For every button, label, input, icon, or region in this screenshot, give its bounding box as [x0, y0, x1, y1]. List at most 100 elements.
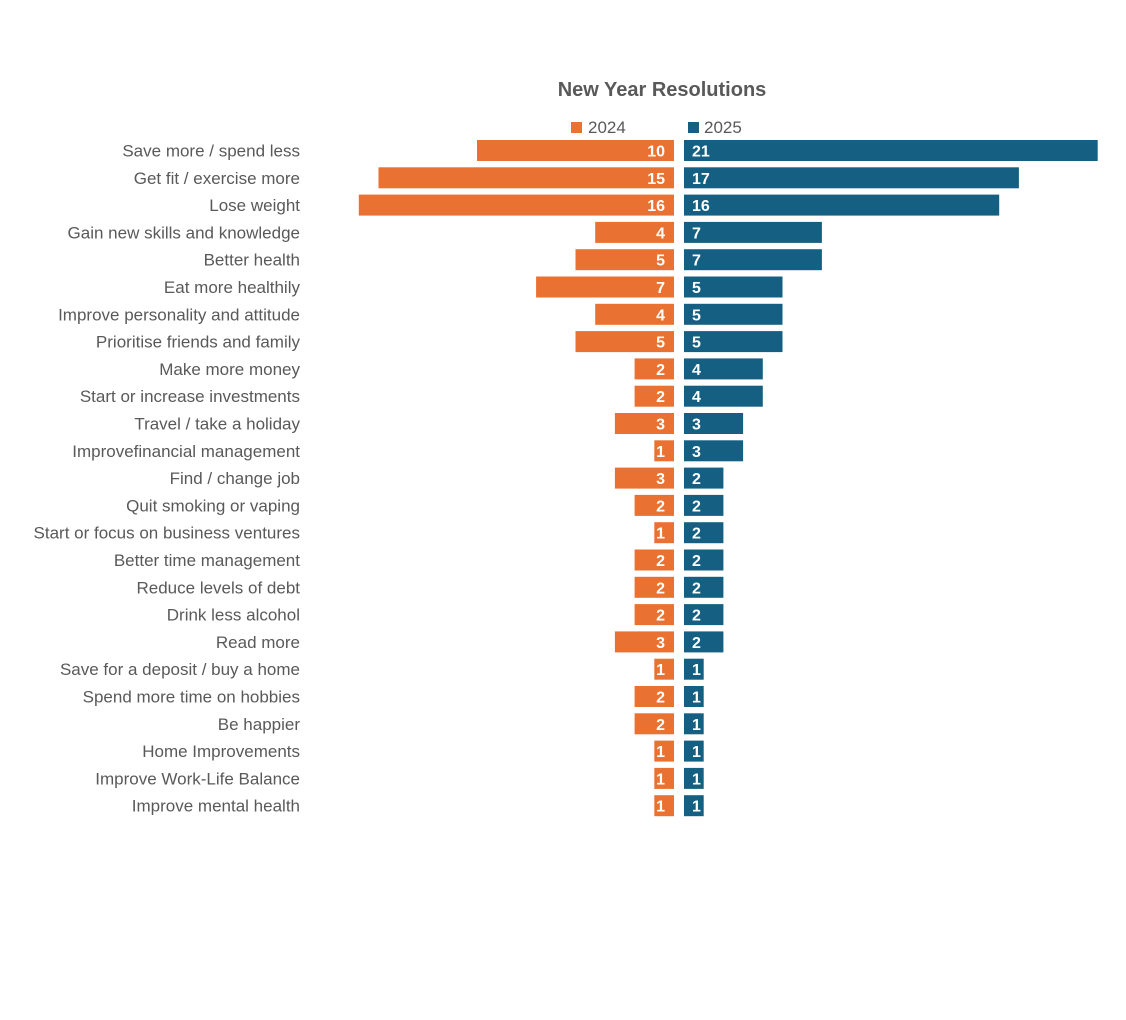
data-label-2024: 2: [656, 690, 665, 707]
data-label-2024: 4: [656, 307, 665, 324]
data-label-2024: 2: [656, 717, 665, 734]
data-label-2024: 16: [647, 198, 665, 215]
bar-2024: [654, 658, 674, 680]
category-label: Make more money: [159, 360, 300, 379]
category-label: Find / change job: [170, 469, 300, 488]
legend-label-2025: 2025: [704, 118, 742, 137]
data-label-2025: 2: [692, 471, 701, 488]
category-label: Start or focus on business ventures: [34, 524, 300, 543]
data-label-2025: 2: [692, 580, 701, 597]
data-label-2025: 1: [692, 662, 701, 679]
chart-row-save-for-a-deposit-buy-a-home: Save for a deposit / buy a home 1 1: [60, 658, 704, 680]
bar-2025: [684, 276, 783, 298]
data-label-2025: 17: [692, 171, 710, 188]
bar-2024: [634, 358, 674, 380]
data-label-2025: 1: [692, 690, 701, 707]
chart-row-better-time-management: Better time management 2 2: [114, 549, 724, 571]
bar-2025: [684, 522, 724, 544]
data-label-2025: 1: [692, 717, 701, 734]
bar-2024: [634, 713, 674, 735]
chart-row-gain-new-skills-and-knowledge: Gain new skills and knowledge 4 7: [68, 221, 822, 243]
chart-row-improvefinancial-management: Improvefinancial management 1 3: [72, 440, 744, 462]
bar-2025: [684, 303, 783, 325]
bar-2025: [684, 549, 724, 571]
bar-2025: [684, 631, 724, 653]
bar-2024: [634, 686, 674, 707]
data-label-2024: 2: [656, 362, 665, 379]
bar-2024: [575, 249, 674, 271]
data-label-2025: 3: [692, 444, 701, 461]
chart-row-reduce-levels-of-debt: Reduce levels of debt 2 2: [137, 576, 724, 598]
data-label-2024: 1: [656, 799, 665, 816]
data-label-2024: 5: [656, 335, 665, 352]
category-label: Spend more time on hobbies: [83, 688, 300, 707]
data-label-2024: 15: [647, 171, 665, 188]
category-label: Drink less alcohol: [167, 606, 300, 625]
chart-row-spend-more-time-on-hobbies: Spend more time on hobbies 2 1: [83, 686, 704, 707]
data-label-2025: 1: [692, 799, 701, 816]
chart-row-make-more-money: Make more money 2 4: [159, 358, 763, 380]
bar-2024: [654, 522, 674, 544]
category-label: Improve mental health: [132, 797, 300, 816]
chart-row-save-more-spend-less: Save more / spend less 10 21: [122, 140, 1098, 161]
data-label-2024: 3: [656, 471, 665, 488]
category-label: Prioritise friends and family: [96, 333, 301, 352]
data-label-2025: 2: [692, 526, 701, 543]
legend: 2024 2025: [571, 118, 742, 137]
category-label: Reduce levels of debt: [137, 578, 301, 597]
chart-row-read-more: Read more 3 2: [216, 631, 724, 653]
data-label-2025: 2: [692, 498, 701, 515]
bar-2025: [684, 467, 724, 489]
bar-2024: [575, 331, 674, 353]
data-label-2024: 4: [656, 225, 665, 242]
data-label-2024: 1: [656, 662, 665, 679]
bar-2025: [684, 604, 724, 626]
bar-2025: [684, 576, 724, 598]
data-label-2024: 10: [647, 144, 665, 161]
data-label-2025: 16: [692, 198, 710, 215]
data-label-2024: 2: [656, 389, 665, 406]
bar-2024: [536, 276, 674, 298]
bar-2025: [684, 440, 744, 462]
chart-row-improve-personality-and-attitude: Improve personality and attitude 4 5: [58, 303, 783, 325]
chart-row-prioritise-friends-and-family: Prioritise friends and family 5 5: [96, 331, 783, 353]
chart-row-home-improvements: Home Improvements 1 1: [142, 740, 704, 762]
category-label: Eat more healthily: [164, 278, 301, 297]
legend-label-2024: 2024: [588, 118, 626, 137]
data-label-2025: 2: [692, 553, 701, 570]
category-label: Lose weight: [209, 196, 300, 215]
bar-2025: [684, 249, 822, 271]
category-label: Read more: [216, 633, 300, 652]
chart-row-find-change-job: Find / change job 3 2: [170, 467, 724, 489]
bar-2024: [614, 631, 674, 653]
bar-2025: [684, 331, 783, 353]
legend-swatch-2024: [571, 122, 582, 133]
data-label-2025: 4: [692, 389, 701, 406]
category-label: Better health: [204, 251, 300, 270]
data-label-2025: 1: [692, 744, 701, 761]
chart-row-better-health: Better health 5 7: [204, 249, 822, 271]
data-label-2024: 3: [656, 635, 665, 652]
bar-2025: [684, 767, 704, 789]
data-label-2024: 1: [656, 744, 665, 761]
bar-2025: [684, 740, 704, 762]
data-label-2025: 2: [692, 635, 701, 652]
bar-2024: [654, 440, 674, 462]
data-label-2024: 2: [656, 553, 665, 570]
bar-2024: [614, 467, 674, 489]
chart-row-eat-more-healthily: Eat more healthily 7 5: [164, 276, 783, 298]
bar-2024: [634, 549, 674, 571]
category-label: Gain new skills and knowledge: [68, 223, 300, 242]
bar-2024: [634, 385, 674, 407]
category-label: Improve personality and attitude: [58, 305, 300, 324]
bar-2024: [634, 494, 674, 516]
data-label-2024: 2: [656, 580, 665, 597]
category-label: Be happier: [218, 715, 301, 734]
bar-2025: [684, 140, 1098, 161]
bar-2024: [358, 194, 674, 216]
bar-2024: [654, 740, 674, 762]
bar-2025: [684, 494, 724, 516]
category-label: Start or increase investments: [80, 387, 300, 406]
